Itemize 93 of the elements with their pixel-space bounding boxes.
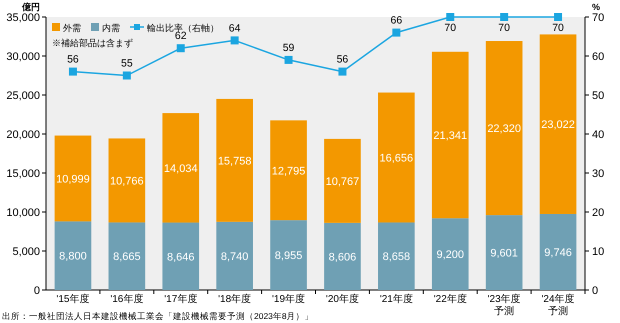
data-label: 8,800 bbox=[59, 250, 87, 263]
point bbox=[554, 13, 562, 21]
data-label: 10,767 bbox=[326, 176, 360, 188]
data-label: 56 bbox=[67, 54, 79, 66]
bar bbox=[378, 92, 415, 222]
bar bbox=[486, 41, 522, 216]
bar bbox=[108, 138, 146, 222]
y2-tick-label: 10 bbox=[592, 246, 604, 258]
data-label: 8,665 bbox=[113, 251, 141, 264]
data-label: 66 bbox=[390, 14, 402, 27]
point bbox=[68, 68, 77, 76]
y-tick-label: 35,000 bbox=[6, 12, 40, 24]
bar bbox=[162, 222, 200, 290]
y-tick-label: 25,000 bbox=[6, 90, 40, 102]
y-tick-label: 15,000 bbox=[6, 168, 40, 180]
data-label: 59 bbox=[282, 42, 295, 54]
point bbox=[446, 13, 454, 21]
y-tick-label: 5,000 bbox=[12, 246, 40, 258]
point bbox=[230, 36, 239, 44]
x-tick-label: '21年度 bbox=[380, 293, 413, 305]
x-tick-label: '15年度 bbox=[56, 293, 90, 305]
y-tick-label: 10,000 bbox=[6, 207, 40, 219]
x-tick-label: '18年度 bbox=[218, 293, 252, 305]
legend-label: 輸出比率（右軸） bbox=[147, 23, 219, 33]
bar bbox=[270, 220, 307, 290]
y-tick-label: 0 bbox=[34, 285, 40, 297]
data-label: 10,999 bbox=[56, 173, 90, 186]
bar bbox=[54, 221, 92, 290]
data-label: 70 bbox=[444, 22, 456, 34]
data-label: 15,758 bbox=[218, 155, 252, 168]
data-label: 9,601 bbox=[490, 248, 518, 260]
point bbox=[176, 44, 185, 52]
data-label: 9,200 bbox=[436, 249, 464, 262]
x-tick-label: '20年度 bbox=[326, 293, 359, 305]
x-tick-label: '23年度予測 bbox=[488, 293, 521, 317]
y2-tick-label: 70 bbox=[592, 12, 604, 24]
point bbox=[338, 68, 346, 76]
data-label: 16,656 bbox=[380, 152, 414, 165]
y2-tick-label: 30 bbox=[592, 168, 604, 180]
data-label: 8,646 bbox=[166, 251, 195, 264]
x-tick-label: '24年度予測 bbox=[542, 293, 575, 317]
data-label: 70 bbox=[498, 22, 510, 34]
y-tick-label: 20,000 bbox=[6, 129, 40, 141]
data-label: 12,795 bbox=[272, 165, 306, 178]
x-tick-label: '22年度 bbox=[434, 293, 467, 305]
data-label: 70 bbox=[552, 22, 564, 34]
point bbox=[284, 56, 293, 64]
bar bbox=[324, 222, 361, 290]
point bbox=[500, 13, 508, 21]
bar bbox=[432, 218, 469, 290]
y2-tick-label: 40 bbox=[592, 129, 604, 141]
bar bbox=[54, 136, 92, 222]
y-tick-label: 30,000 bbox=[6, 51, 40, 63]
y-axis-title: 億円 bbox=[21, 2, 40, 12]
bar bbox=[270, 120, 307, 220]
bar bbox=[540, 34, 576, 214]
bar bbox=[540, 214, 576, 290]
data-label: 14,034 bbox=[164, 162, 198, 175]
legend-label: 内需 bbox=[102, 23, 120, 33]
y2-tick-label: 0 bbox=[592, 285, 598, 297]
data-label: 62 bbox=[174, 30, 187, 42]
data-label: 8,658 bbox=[382, 251, 410, 264]
bar bbox=[378, 222, 415, 290]
y2-tick-label: 50 bbox=[592, 90, 604, 102]
data-label: 10,766 bbox=[110, 175, 144, 188]
data-label: 21,341 bbox=[433, 130, 468, 142]
y2-tick-label: 20 bbox=[592, 207, 604, 219]
x-tick-label: '17年度 bbox=[164, 293, 198, 305]
bar bbox=[432, 52, 469, 218]
point bbox=[122, 72, 131, 80]
data-label: 56 bbox=[336, 54, 348, 66]
bar bbox=[162, 113, 200, 223]
data-label: 9,746 bbox=[544, 246, 572, 259]
legend-label: 外需 bbox=[63, 23, 81, 33]
y2-tick-label: 60 bbox=[592, 51, 604, 63]
data-label: 55 bbox=[121, 58, 133, 70]
data-label: 23,022 bbox=[541, 119, 575, 132]
bar bbox=[216, 222, 253, 290]
y2-axis-title: % bbox=[592, 2, 600, 12]
bar bbox=[324, 138, 361, 223]
data-label: 64 bbox=[228, 22, 241, 34]
data-label: 22,320 bbox=[487, 123, 521, 136]
data-label: 8,606 bbox=[328, 251, 356, 264]
point bbox=[392, 28, 400, 37]
data-label: 8,955 bbox=[274, 250, 302, 262]
data-label: 8,740 bbox=[220, 250, 248, 263]
text: 出所：一般社団法人日本建設機械工業会「建設機械需要予測（2023年8月）」 bbox=[2, 311, 314, 321]
bar bbox=[486, 215, 522, 290]
bar bbox=[216, 98, 253, 222]
annotation: ※補給部品は含まず bbox=[52, 38, 133, 48]
bar bbox=[108, 222, 146, 290]
x-tick-label: '16年度 bbox=[110, 293, 144, 305]
x-tick-label: '19年度 bbox=[272, 293, 306, 305]
